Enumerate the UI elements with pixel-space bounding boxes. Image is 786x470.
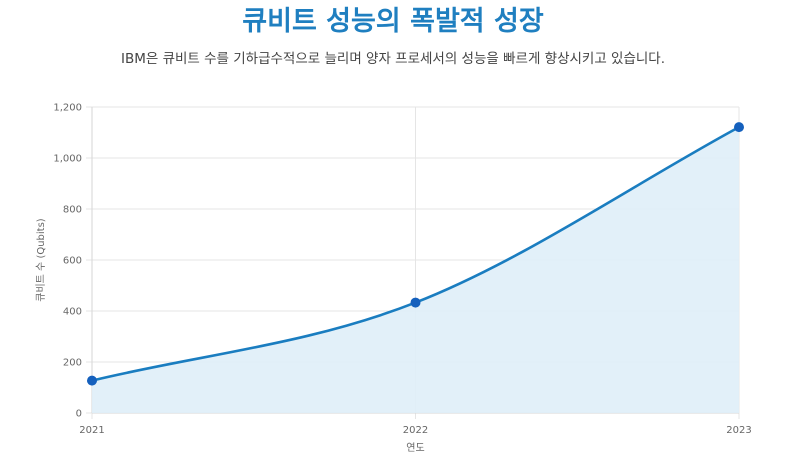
- y-tick-label: 600: [63, 256, 82, 267]
- y-tick-label: 1,200: [53, 103, 82, 114]
- data-point: [87, 375, 97, 386]
- chart-title: 큐비트 성능의 폭발적 성장: [242, 6, 544, 37]
- y-tick-label: 800: [63, 205, 82, 216]
- x-tick-label: 2022: [403, 425, 428, 436]
- y-tick-label: 200: [63, 358, 82, 369]
- chart-subtitle: IBM은 큐비트 수를 기하급수적으로 늘리며 양자 프로세서의 성능을 빠르게…: [120, 51, 666, 67]
- x-tick-label: 2023: [726, 425, 751, 436]
- data-point: [734, 122, 744, 133]
- x-tick-label: 2021: [79, 425, 104, 436]
- y-tick-label: 400: [63, 307, 82, 318]
- data-point: [410, 297, 421, 308]
- x-axis-ticks: 2021 2022 2023: [79, 425, 751, 436]
- y-tick-label: 1,000: [53, 154, 82, 165]
- data-points: [87, 122, 744, 386]
- x-axis-title: 연도: [406, 442, 424, 454]
- y-axis-ticks: 0 200 400 600 800 1,000 1,200: [53, 103, 82, 420]
- y-tick-label: 0: [76, 409, 82, 420]
- y-axis-title: 큐비트 수 (Qubits): [35, 218, 47, 302]
- area-fill: [92, 127, 739, 414]
